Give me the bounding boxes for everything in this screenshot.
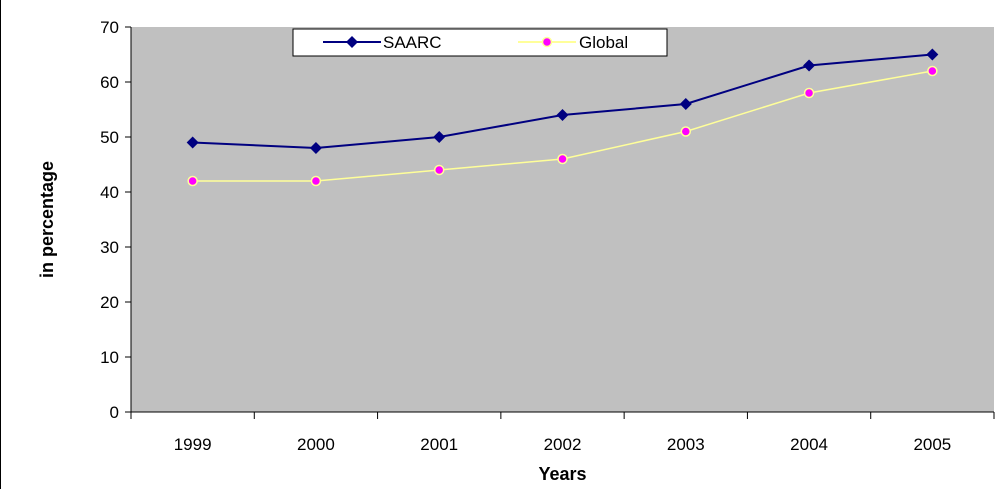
x-axis-title: Years: [538, 464, 586, 484]
data-point: [680, 126, 692, 137]
data-point: [679, 98, 692, 110]
data-point: [803, 87, 815, 99]
data-point: [557, 153, 568, 165]
y-tick-label: 20: [100, 293, 119, 312]
y-tick-label: 30: [100, 238, 119, 257]
y-tick-label: 10: [100, 348, 119, 367]
series-global: [187, 65, 938, 187]
legend: SAARC Global: [292, 28, 668, 57]
data-point: [927, 65, 938, 77]
data-point: [187, 175, 198, 187]
data-point: [310, 175, 322, 187]
plot-area: [131, 27, 994, 412]
data-point: [433, 131, 446, 143]
x-tick-label: 1999: [174, 435, 212, 454]
y-axis-title: in percentage: [37, 161, 57, 278]
data-point: [309, 142, 322, 154]
y-tick-label: 50: [100, 128, 119, 147]
x-tick-label: 2001: [420, 435, 458, 454]
y-tick-label: 40: [100, 183, 119, 202]
data-point: [433, 164, 445, 176]
x-tick-label: 2005: [913, 435, 951, 454]
x-tick-label: 2000: [297, 435, 335, 454]
y-tick-label: 70: [100, 18, 119, 37]
x-tick-label: 2004: [790, 435, 828, 454]
data-point: [556, 109, 569, 121]
data-point: [803, 59, 816, 72]
legend-label: Global: [579, 33, 628, 52]
series-saarc: [186, 48, 939, 154]
y-tick-label: 60: [100, 73, 119, 92]
legend-marker: [346, 36, 358, 48]
y-tick-label: 0: [110, 403, 119, 422]
data-point: [926, 48, 939, 61]
data-point: [186, 136, 199, 149]
x-tick-label: 2003: [667, 435, 705, 454]
legend-label: SAARC: [383, 33, 442, 52]
legend-marker: [541, 36, 553, 48]
x-tick-label: 2002: [544, 435, 582, 454]
